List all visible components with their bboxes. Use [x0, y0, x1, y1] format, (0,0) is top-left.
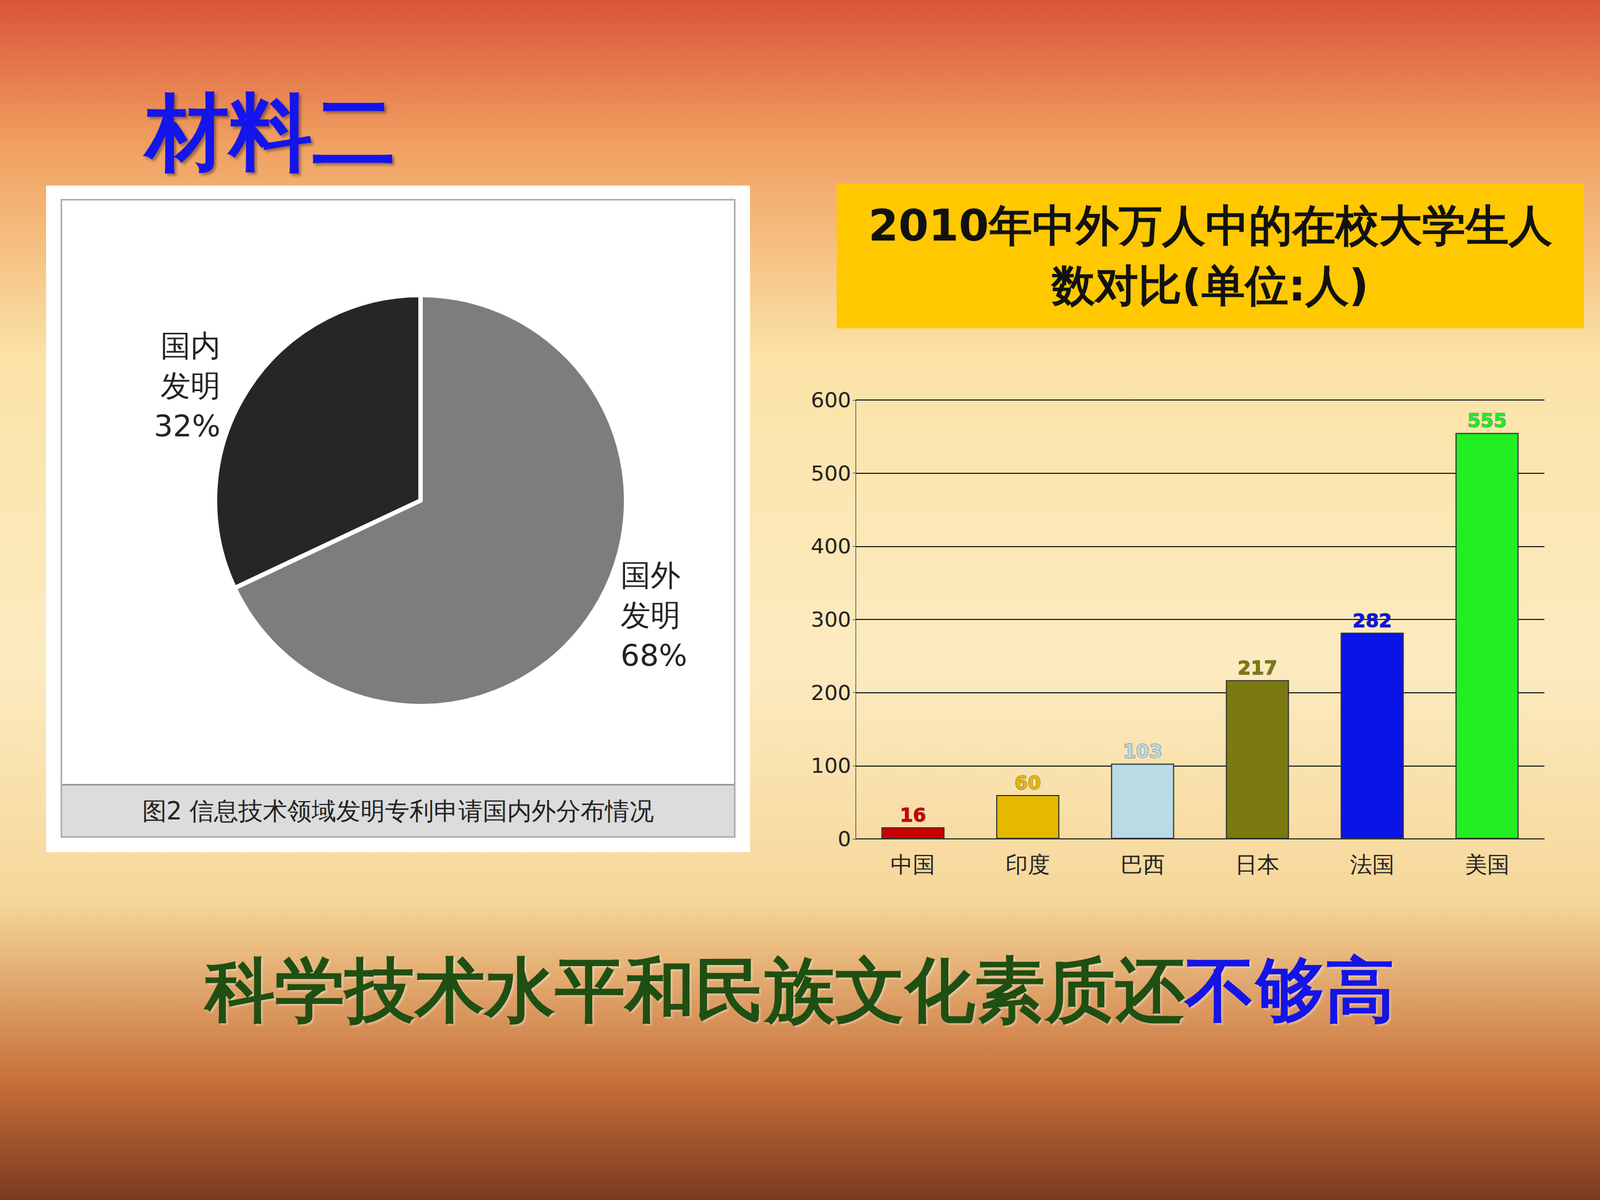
svg-text:555: 555 [1467, 409, 1507, 432]
svg-text:巴西: 巴西 [1120, 851, 1165, 878]
svg-text:0: 0 [837, 826, 852, 852]
html-text:科学技术水平和民族文化素质还不够高: 科学技术水平和民族文化素质还不够高 [205, 949, 1395, 1032]
svg-text:400: 400 [810, 533, 852, 559]
svg-text:32%: 32% [153, 408, 221, 444]
svg-text:217: 217 [1237, 656, 1278, 679]
svg-text:200: 200 [810, 680, 852, 705]
svg-text:印度: 印度 [1005, 851, 1050, 878]
svg-text:60: 60 [1014, 771, 1041, 794]
svg-text:日本: 日本 [1235, 851, 1280, 878]
svg-text:法国: 法国 [1350, 851, 1395, 878]
svg-text:16: 16 [900, 803, 927, 827]
html-text:2010年中外万人中的在校大学生人数对比(单位:人): 2010年中外万人中的在校大学生人数对比(单位:人) [868, 200, 1553, 311]
svg-text:100: 100 [810, 753, 852, 778]
html-text:材料二: 材料二 [145, 83, 396, 181]
svg-text:300: 300 [810, 607, 852, 632]
svg-text:282: 282 [1352, 609, 1393, 632]
svg-text:发明: 发明 [160, 368, 221, 404]
svg-text:600: 600 [810, 387, 852, 413]
svg-text:国内: 国内 [160, 328, 221, 364]
svg-text:国外: 国外 [620, 557, 681, 593]
svg-text:发明: 发明 [620, 597, 681, 633]
svg-text:103: 103 [1122, 740, 1163, 763]
svg-text:68%: 68% [620, 637, 688, 673]
svg-text:500: 500 [810, 461, 852, 486]
html-text:图2 信息技术领域发明专利申请国内外分布情况: 图2 信息技术领域发明专利申请国内外分布情况 [141, 796, 655, 825]
svg-text:中国: 中国 [890, 851, 935, 878]
svg-text:美国: 美国 [1465, 851, 1510, 878]
